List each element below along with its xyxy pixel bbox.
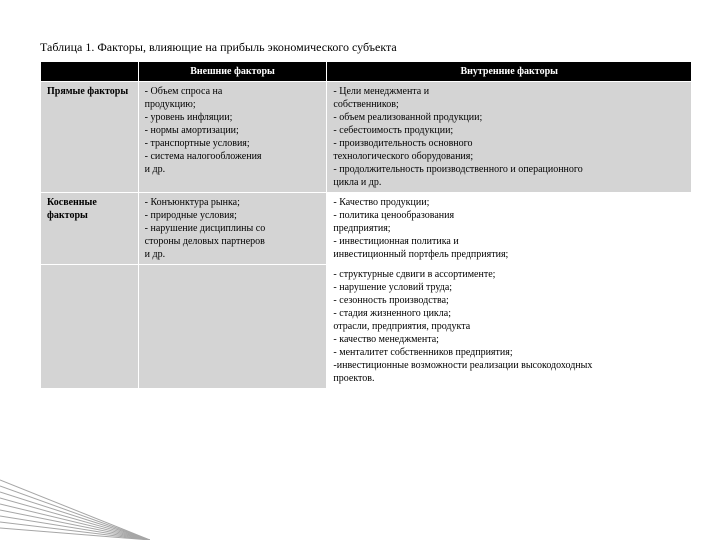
cell-extra-external	[138, 265, 327, 389]
row-label-extra	[41, 265, 139, 389]
table-caption: Таблица 1. Факторы, влияющие на прибыль …	[40, 40, 692, 55]
factors-table: Внешние факторы Внутренние факторы Прямы…	[40, 61, 692, 389]
table-header-row: Внешние факторы Внутренние факторы	[41, 62, 692, 82]
col-header-blank	[41, 62, 139, 82]
col-header-external: Внешние факторы	[138, 62, 327, 82]
cell-indirect-external: - Конъюнктура рынка;- природные условия;…	[138, 193, 327, 265]
col-header-internal: Внутренние факторы	[327, 62, 692, 82]
corner-decor-icon	[0, 470, 150, 540]
table-row: - структурные сдвиги в ассортименте;- на…	[41, 265, 692, 389]
cell-indirect-internal: - Качество продукции;- политика ценообра…	[327, 193, 692, 265]
row-label-direct: Прямые факторы	[41, 82, 139, 193]
cell-direct-internal: - Цели менеджмента исобственников;- объе…	[327, 82, 692, 193]
row-label-indirect: Косвенные факторы	[41, 193, 139, 265]
cell-extra-internal: - структурные сдвиги в ассортименте;- на…	[327, 265, 692, 389]
page: Таблица 1. Факторы, влияющие на прибыль …	[0, 0, 720, 389]
table-row: Прямые факторы - Объем спроса напродукци…	[41, 82, 692, 193]
table-row: Косвенные факторы - Конъюнктура рынка;- …	[41, 193, 692, 265]
cell-direct-external: - Объем спроса напродукцию;- уровень инф…	[138, 82, 327, 193]
